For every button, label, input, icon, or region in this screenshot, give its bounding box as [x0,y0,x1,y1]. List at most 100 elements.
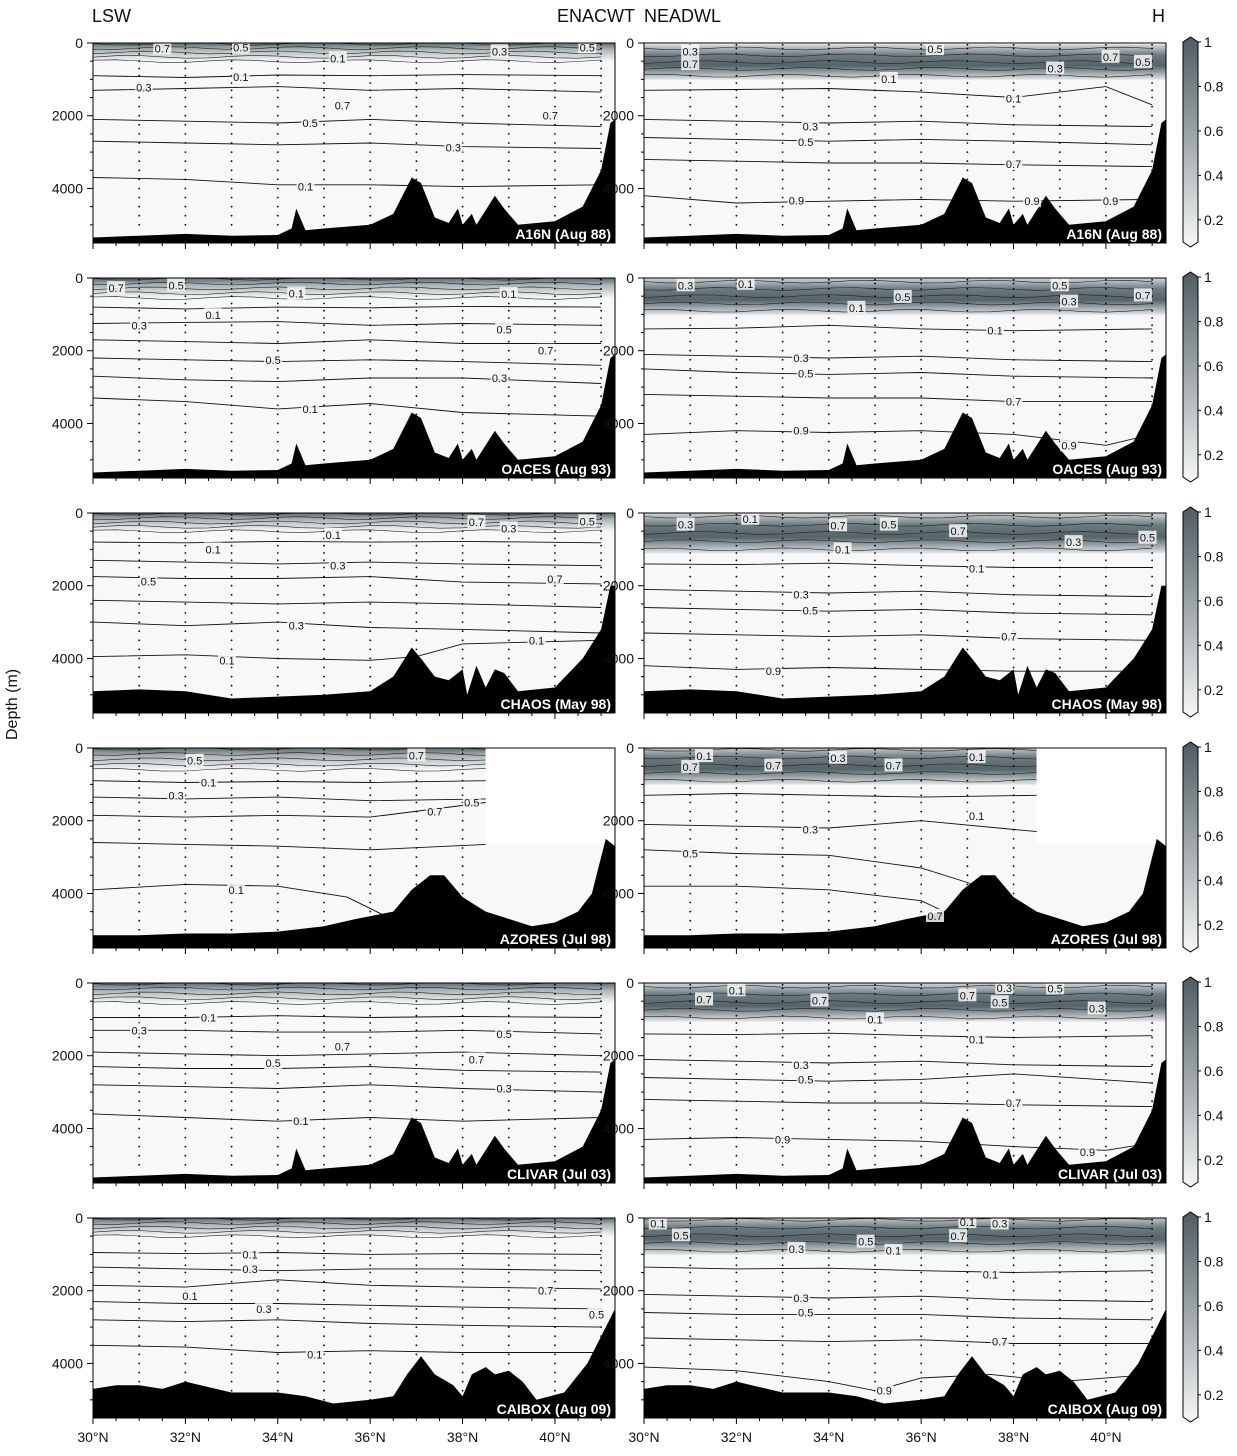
station-sample [230,1145,233,1148]
station-sample [138,1007,141,1010]
station-sample [184,295,187,298]
station-sample [600,288,602,290]
station-sample [276,928,279,931]
station-sample [1058,1249,1061,1252]
station-sample [874,1136,876,1139]
station-sample [507,395,510,398]
contour-label-bg [301,401,320,415]
station-sample [369,1271,372,1274]
station-sample [507,317,510,319]
station-sample [461,1014,464,1017]
station-sample [1105,1257,1107,1259]
contour-label: 0.7 [960,990,975,1002]
station-sample [735,377,738,379]
station-sample [689,1317,692,1319]
station-sample [735,787,738,789]
station-sample [600,340,602,343]
station-sample [415,530,418,533]
station-sample [827,317,830,319]
station-sample [1151,1228,1153,1230]
station-sample [600,123,602,126]
station-sample [874,178,876,181]
station-sample [1151,278,1153,281]
station-sample [689,892,692,895]
station-sample [554,621,556,623]
station-sample [461,1344,464,1347]
station-sample [323,1063,325,1066]
station-sample [920,1045,923,1048]
station-sample [827,1082,830,1084]
station-sample [369,160,372,163]
station-sample [1012,187,1015,190]
station-sample [415,765,418,768]
station-sample [874,1380,876,1383]
station-sample [735,752,738,755]
station-sample [1105,1029,1107,1032]
station-sample [369,1154,372,1157]
station-sample [507,648,510,651]
station-sample [230,431,233,434]
station-sample [1151,1222,1153,1225]
station-sample [920,324,923,327]
contour-label: 0.7 [543,111,558,123]
station-sample [920,787,923,789]
station-sample [184,675,187,678]
contour-label-bg [536,1283,555,1297]
contour-label: 0.1 [201,1013,216,1025]
station-sample [735,1335,738,1338]
station-sample [184,639,187,642]
station-sample [600,1054,602,1057]
station-sample [689,838,692,840]
station-sample [554,1136,556,1139]
station-sample [138,794,141,797]
station-sample [1012,1264,1015,1267]
station-sample [689,1000,692,1003]
station-sample [689,196,692,199]
isoline-0.7 [644,1337,1153,1344]
station-sample [461,377,464,379]
station-sample [735,43,738,46]
station-sample [276,603,279,605]
station-sample [323,1389,325,1392]
station-sample [369,544,372,547]
station-sample [920,544,923,547]
station-sample [600,82,602,84]
station-sample [827,413,830,416]
y-tick-label: 4000 [603,1120,634,1136]
station-sample [827,593,830,596]
station-sample [781,537,784,540]
station-sample [735,1317,738,1319]
station-sample [554,1029,556,1032]
station-sample [369,657,372,660]
surface-isoline [644,46,1153,51]
station-sample [554,123,556,126]
station-sample [1105,1154,1107,1157]
station-sample [827,386,830,388]
station-sample [230,856,233,858]
station-sample [415,787,418,789]
station-sample [1151,74,1153,77]
station-sample [689,787,692,789]
contour-label-bg [958,1218,977,1228]
station-sample [1058,523,1061,525]
station-sample [827,288,830,290]
station-sample [369,74,372,77]
station-sample [874,1029,876,1032]
surface-isoline [644,1015,1153,1020]
station-sample [920,288,923,290]
contour-label: 0.3 [136,83,151,95]
contour-label: 0.7 [538,346,553,358]
station-sample [461,47,464,50]
station-sample [1105,1242,1107,1245]
station-sample [554,1063,556,1066]
station-sample [689,1344,692,1347]
station-sample [735,919,738,922]
station-sample [369,758,372,760]
surface-isoline [93,43,602,46]
station-sample [461,368,464,370]
station-sample [735,1362,738,1365]
station-sample [1151,114,1153,117]
station-sample [369,1118,372,1121]
station-sample [323,566,325,569]
